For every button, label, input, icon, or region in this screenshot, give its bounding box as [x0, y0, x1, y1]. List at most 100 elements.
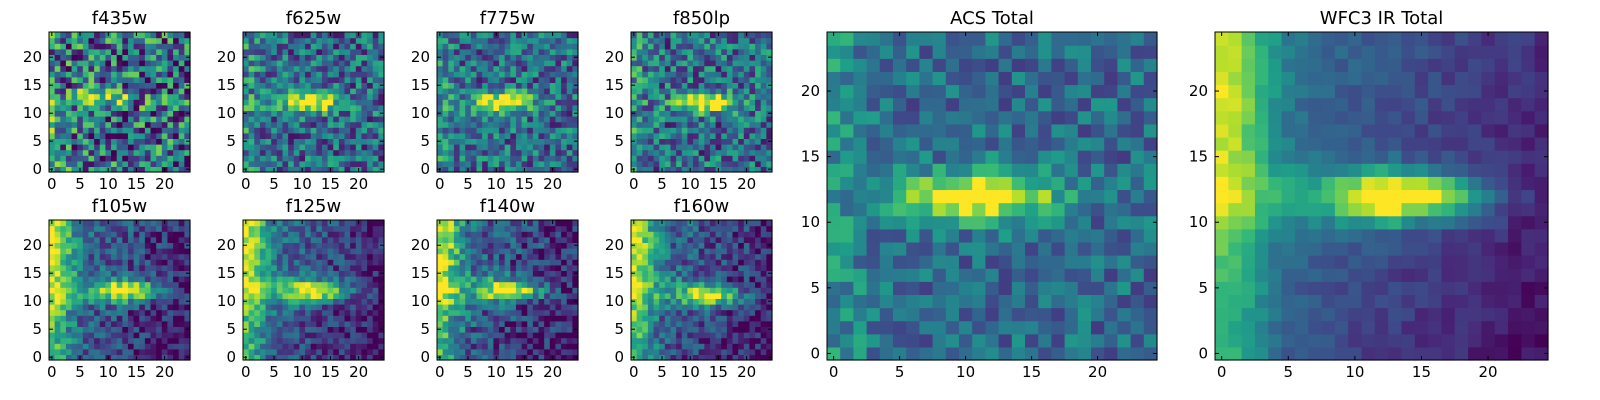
heatmap-cell [532, 160, 540, 167]
heatmap-cell [338, 332, 346, 339]
heatmap-cell [173, 343, 180, 350]
heatmap-cell [749, 354, 756, 361]
heatmap-cell [459, 343, 466, 350]
heatmap-cell [49, 264, 56, 271]
heatmap-cell [561, 149, 568, 156]
heatmap-cell [676, 116, 683, 123]
heatmap-cell [453, 270, 461, 277]
heatmap-cell [156, 116, 163, 123]
heatmap-cell [636, 354, 643, 361]
heatmap-cell [532, 225, 540, 232]
heatmap-cell [144, 32, 152, 39]
heatmap-cell [470, 88, 478, 95]
heatmap-cell [282, 264, 289, 271]
heatmap-cell [704, 93, 711, 100]
heatmap-cell [549, 149, 557, 156]
heatmap-cell [71, 337, 78, 344]
heatmap-cell [681, 93, 688, 100]
heatmap-cell [99, 88, 106, 95]
heatmap-cell [372, 88, 379, 95]
heatmap-cell [659, 88, 666, 95]
heatmap-cell [487, 337, 494, 344]
heatmap-cell [367, 242, 374, 249]
heatmap-cell [572, 37, 579, 44]
heatmap-cell [636, 348, 643, 355]
heatmap-cell [453, 54, 461, 61]
heatmap-cell [448, 220, 455, 227]
heatmap-cell [493, 348, 500, 355]
heatmap-cell [82, 54, 90, 61]
heatmap-cell [333, 121, 340, 128]
heatmap-cell [173, 292, 180, 299]
heatmap-cell [465, 304, 472, 311]
heatmap-cell [566, 315, 573, 322]
heatmap-cell [316, 149, 323, 156]
heatmap-cell [338, 242, 346, 249]
heatmap-cell [161, 292, 169, 299]
heatmap-cell [316, 220, 323, 227]
heatmap-cell [71, 225, 78, 232]
heatmap-cell [636, 110, 643, 117]
heatmap-cell [561, 304, 568, 311]
heatmap-cell [470, 121, 478, 128]
heatmap-cell [732, 60, 739, 67]
heatmap-cell [327, 264, 334, 271]
heatmap-cell [726, 99, 734, 106]
heatmap-cell [54, 32, 61, 39]
heatmap-cell [738, 132, 745, 139]
heatmap-cell [254, 304, 261, 311]
heatmap-cell [139, 132, 146, 139]
heatmap-cell [493, 281, 500, 288]
panel-title: f435w [92, 8, 147, 29]
heatmap-cell [355, 225, 363, 232]
heatmap-cell [127, 149, 135, 156]
heatmap-cell [664, 337, 672, 344]
heatmap-cell [99, 354, 106, 361]
heatmap-cell [139, 160, 146, 167]
heatmap-cell [265, 281, 272, 288]
heatmap-cell [698, 88, 705, 95]
heatmap-cell [54, 259, 61, 266]
heatmap-cell [515, 332, 523, 339]
heatmap-cell [299, 264, 306, 271]
y-tick-label: 0 [226, 348, 236, 366]
heatmap-cell [94, 132, 101, 139]
heatmap-cell [156, 76, 163, 83]
heatmap-cell [60, 236, 67, 243]
heatmap-cell [54, 121, 61, 128]
heatmap-cell [487, 82, 494, 89]
heatmap-cell [538, 93, 545, 100]
heatmap-cell [544, 93, 551, 100]
heatmap-cell [687, 110, 694, 117]
heatmap-cell [361, 132, 368, 139]
heatmap-cell [139, 315, 146, 322]
heatmap-cell [111, 287, 118, 294]
heatmap-cell [647, 144, 655, 151]
heatmap-cell [282, 253, 289, 260]
heatmap-cell [173, 354, 180, 361]
heatmap-cell [766, 337, 773, 344]
heatmap-cell [282, 160, 289, 167]
heatmap-cell [766, 93, 773, 100]
heatmap-cell [760, 343, 767, 350]
heatmap-cell [561, 76, 568, 83]
heatmap-cell [333, 37, 340, 44]
heatmap-cell [361, 281, 368, 288]
heatmap-cell [333, 43, 340, 50]
heatmap-cell [77, 48, 84, 55]
heatmap-cell [88, 82, 95, 89]
heatmap-cell [378, 248, 385, 255]
heatmap-cell [60, 248, 67, 255]
heatmap-cell [150, 132, 157, 139]
heatmap-cell [271, 259, 278, 266]
heatmap-cell [82, 253, 90, 260]
heatmap-cell [305, 88, 312, 95]
heatmap-cell [271, 270, 278, 277]
heatmap-cell [527, 242, 534, 249]
heatmap-cell [670, 60, 677, 67]
heatmap-cell [60, 144, 67, 151]
heatmap-cell [333, 104, 340, 111]
heatmap-cell [248, 60, 255, 67]
heatmap-cell [105, 248, 112, 255]
